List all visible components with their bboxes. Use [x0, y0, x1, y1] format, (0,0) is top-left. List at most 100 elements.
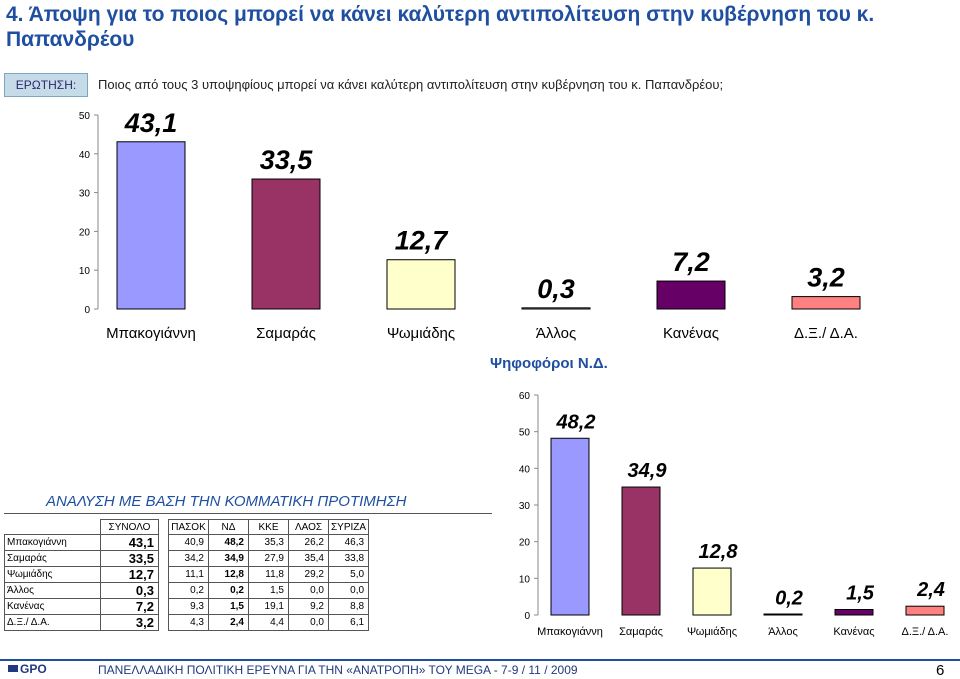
category-label: Δ.Ξ./ Δ.Α. — [902, 626, 949, 638]
bar — [116, 141, 186, 310]
total-cell: 33,5 — [100, 550, 159, 567]
value-cell: 11,8 — [248, 566, 289, 583]
table-row: Σαμαράς 33,5 34,2 34,9 27,9 35,4 33,8 — [4, 550, 370, 567]
y-tick-label: 50 — [519, 428, 531, 439]
category-label: Μπακογιάννη — [106, 325, 196, 342]
category-label: Ψωμιάδης — [687, 626, 737, 638]
question-label: ΕΡΩΤΗΣΗ: — [4, 73, 88, 97]
y-tick-label: 40 — [519, 464, 531, 475]
row-label: Σαμαράς — [4, 550, 101, 567]
value-cell: 19,1 — [248, 598, 289, 615]
page-number: 6 — [936, 662, 945, 679]
total-cell: 0,3 — [100, 582, 159, 599]
value-cell: 40,9 — [168, 534, 209, 551]
bar — [550, 437, 590, 616]
category-label: Δ.Ξ./ Δ.Α. — [794, 325, 858, 342]
analysis-table: ΣΥΝΟΛΟ ΠΑΣΟΚ ΝΔ ΚΚΕ ΛΑΟΣ ΣΥΡΙΖΑ Μπακογιά… — [4, 519, 370, 631]
main-bar-chart: 0 10 20 30 40 50 43,1 Μπακογιάννη 33,5 Σαμαράς 12,… — [79, 108, 861, 342]
data-label: 0,2 — [775, 587, 803, 609]
category-label: Ψωμιάδης — [387, 325, 455, 342]
y-tick-label: 40 — [79, 150, 91, 161]
data-label: 12,7 — [395, 226, 450, 256]
data-label: 3,2 — [807, 263, 845, 293]
header-party: ΣΥΡΙΖΑ — [327, 519, 370, 535]
value-cell: 11,1 — [168, 566, 209, 583]
row-label: Δ.Ξ./ Δ.Α. — [4, 614, 101, 631]
footer-divider — [0, 659, 960, 661]
bar — [905, 605, 945, 616]
table-row: Άλλος 0,3 0,2 0,2 1,5 0,0 0,0 — [4, 582, 370, 599]
header-total: ΣΥΝΟΛΟ — [100, 519, 159, 535]
bar — [763, 613, 803, 616]
table-row: Ψωμιάδης 12,7 11,1 12,8 11,8 29,2 5,0 — [4, 566, 370, 583]
data-label: 43,1 — [124, 108, 178, 138]
data-label: 7,2 — [672, 247, 710, 277]
value-cell: 2,4 — [208, 614, 249, 631]
bar — [521, 307, 591, 310]
table-row: Δ.Ξ./ Δ.Α. 3,2 4,3 2,4 4,4 0,0 6,1 — [4, 614, 370, 631]
y-tick-label: 30 — [519, 501, 531, 512]
category-label: Σαμαράς — [619, 626, 663, 638]
y-tick-label: 0 — [524, 611, 530, 622]
data-label: 2,4 — [916, 579, 945, 601]
nd-voters-bar-chart: 0 10 20 30 40 50 60 48,2 Μπακογιάννη 34,9 Σαμαράς 1… — [519, 391, 949, 638]
total-cell: 7,2 — [100, 598, 159, 615]
bar — [692, 567, 732, 616]
value-cell: 35,4 — [288, 550, 329, 567]
category-label: Κανένας — [663, 325, 719, 342]
analysis-title: ΑΝΑΛΥΣΗ ΜΕ ΒΑΣΗ ΤΗΝ ΚΟΜΜΑΤΙΚΗ ΠΡΟΤΙΜΗΣΗ — [46, 493, 407, 510]
data-label: 1,5 — [846, 583, 875, 605]
data-label: 12,8 — [699, 541, 739, 563]
y-tick-label: 0 — [84, 305, 90, 316]
value-cell: 48,2 — [208, 534, 249, 551]
analysis-divider — [4, 513, 492, 514]
bar — [386, 259, 456, 310]
header-party: ΛΑΟΣ — [288, 519, 329, 535]
row-label: Άλλος — [4, 582, 101, 599]
y-tick-label: 20 — [519, 538, 531, 549]
y-tick-label: 30 — [79, 189, 91, 200]
gpo-logo: GPO — [8, 662, 47, 675]
value-cell: 9,3 — [168, 598, 209, 615]
value-cell: 29,2 — [288, 566, 329, 583]
header-party: ΠΑΣΟΚ — [168, 519, 209, 535]
bar — [656, 280, 726, 310]
category-label: Κανένας — [833, 626, 874, 638]
category-label: Άλλος — [536, 325, 576, 342]
value-cell: 0,0 — [288, 614, 329, 631]
value-cell: 46,3 — [327, 534, 370, 551]
total-cell: 12,7 — [100, 566, 159, 583]
data-label: 0,3 — [537, 274, 575, 304]
total-cell: 3,2 — [100, 614, 159, 631]
header-party: ΚΚΕ — [248, 519, 289, 535]
value-cell: 33,8 — [327, 550, 370, 567]
footer-text: ΠΑΝΕΛΛΑΔΙΚΗ ΠΟΛΙΤΙΚΗ ΕΡΕΥΝΑ ΓΙΑ ΤΗΝ «ΑΝΑ… — [98, 663, 578, 677]
value-cell: 8,8 — [327, 598, 370, 615]
value-cell: 4,3 — [168, 614, 209, 631]
value-cell: 9,2 — [288, 598, 329, 615]
category-label: Σαμαράς — [256, 325, 316, 342]
data-label: 33,5 — [260, 145, 314, 175]
value-cell: 4,4 — [248, 614, 289, 631]
category-label: Άλλος — [768, 626, 798, 638]
row-label: Ψωμιάδης — [4, 566, 101, 583]
value-cell: 6,1 — [327, 614, 370, 631]
table-row: Κανένας 7,2 9,3 1,5 19,1 9,2 8,8 — [4, 598, 370, 615]
value-cell: 34,2 — [168, 550, 209, 567]
analysis-header-row: ΣΥΝΟΛΟ ΠΑΣΟΚ ΝΔ ΚΚΕ ΛΑΟΣ ΣΥΡΙΖΑ — [5, 519, 370, 535]
y-tick-label: 10 — [519, 574, 531, 585]
value-cell: 1,5 — [248, 582, 289, 599]
question-text: Ποιος από τους 3 υποψηφίους μπορεί να κά… — [98, 77, 724, 92]
y-tick-label: 20 — [79, 227, 91, 238]
category-label: Μπακογιάννη — [537, 626, 603, 638]
row-label: Μπακογιάννη — [4, 534, 101, 551]
bar — [251, 178, 321, 310]
row-label: Κανένας — [4, 598, 101, 615]
bar — [621, 486, 661, 616]
table-row: Μπακογιάννη 43,1 40,9 48,2 35,3 26,2 46,3 — [4, 534, 370, 551]
y-tick-label: 50 — [79, 111, 91, 122]
bar — [791, 296, 861, 310]
y-tick-label: 10 — [79, 266, 91, 277]
value-cell: 0,0 — [327, 582, 370, 599]
value-cell: 26,2 — [288, 534, 329, 551]
